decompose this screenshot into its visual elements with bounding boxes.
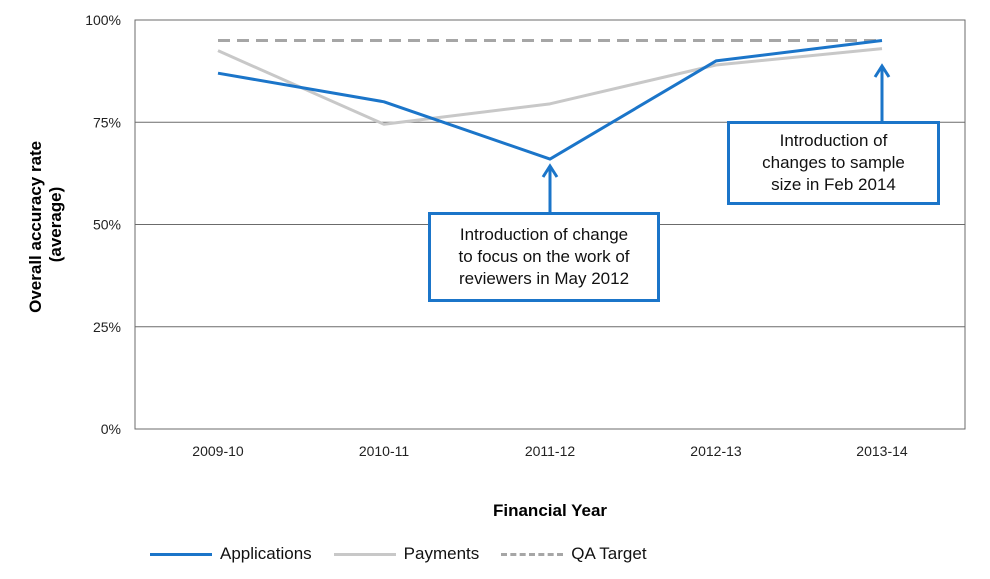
annotation-box-2011-12: Introduction of change to focus on the w… bbox=[428, 212, 660, 302]
legend-label-qa-target: QA Target bbox=[571, 544, 647, 563]
annotation-line: reviewers in May 2012 bbox=[458, 269, 630, 288]
x-axis-title: Financial Year bbox=[493, 501, 607, 520]
y-axis-title: Overall accuracy rate (average) bbox=[26, 136, 65, 313]
y-tick-label: 25% bbox=[93, 319, 121, 335]
annotation-arrows bbox=[541, 63, 891, 212]
annotation-line: changes to sample bbox=[762, 153, 905, 172]
series-line-applications bbox=[217, 38, 883, 161]
series-lines bbox=[217, 38, 883, 161]
annotation-line: size in Feb 2014 bbox=[771, 175, 896, 194]
annotation-arrow-head bbox=[541, 163, 559, 178]
x-tick-label: 2011-12 bbox=[525, 443, 576, 459]
annotation-line: to focus on the work of bbox=[458, 247, 630, 266]
legend-item-qa-target: QA Target bbox=[501, 544, 647, 564]
legend-item-applications: Applications bbox=[150, 544, 312, 564]
x-tick-label: 2009-10 bbox=[192, 443, 244, 459]
legend-swatch-qa-target bbox=[501, 552, 564, 556]
plot-area-frame bbox=[134, 19, 966, 430]
legend-label-payments: Payments bbox=[403, 544, 480, 563]
x-tick-label: 2012-13 bbox=[690, 443, 742, 459]
annotation-arrow-head bbox=[873, 63, 891, 78]
legend-swatch-applications bbox=[150, 552, 212, 556]
y-tick-labels: 0% 25% 50% 75% 100% bbox=[85, 12, 121, 437]
series-line-payments bbox=[217, 47, 883, 126]
x-tick-labels: 2009-10 2010-11 2011-12 2012-13 2013-14 bbox=[192, 443, 908, 459]
y-tick-label: 75% bbox=[93, 114, 121, 130]
legend-swatch-payments bbox=[333, 552, 396, 556]
annotation-line: Introduction of change bbox=[459, 225, 629, 244]
legend-item-payments: Payments bbox=[333, 544, 480, 564]
y-axis-title-line-2: (average) bbox=[46, 187, 65, 263]
y-tick-label: 100% bbox=[85, 12, 121, 28]
y-tick-label: 0% bbox=[101, 421, 121, 437]
y-tick-label: 50% bbox=[93, 217, 121, 233]
x-tick-label: 2013-14 bbox=[856, 443, 908, 459]
legend: Applications Payments QA Target bbox=[150, 542, 669, 566]
y-axis-title-line-1: Overall accuracy rate bbox=[26, 141, 45, 313]
legend-label-applications: Applications bbox=[220, 544, 312, 563]
annotation-box-2013-14: Introduction of changes to sample size i… bbox=[727, 121, 940, 205]
x-tick-label: 2010-11 bbox=[359, 443, 410, 459]
annotation-line: Introduction of bbox=[779, 131, 888, 150]
